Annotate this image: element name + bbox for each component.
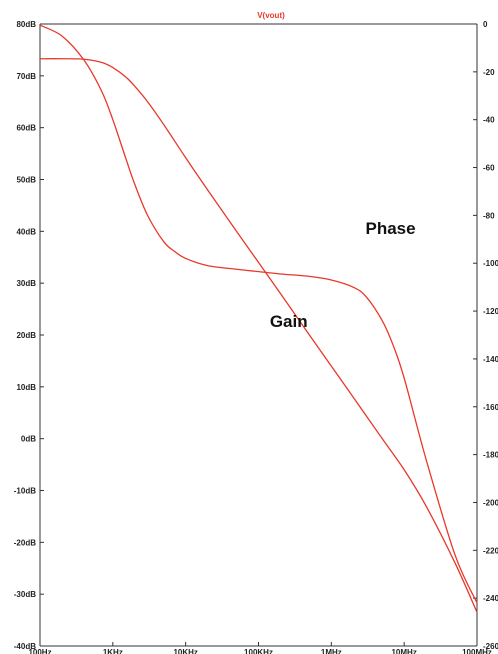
y-right-tick-label: -120: [483, 307, 498, 316]
y-right-tick-label: -20: [483, 68, 495, 77]
y-left-tick-label: 0dB: [21, 435, 36, 444]
y-right-tick-label: -180: [483, 451, 498, 460]
y-right-tick-label: -260: [483, 642, 498, 651]
y-left-tick-label: 10dB: [16, 383, 36, 392]
x-tick-label: 1MHz: [321, 648, 342, 654]
y-right-tick-label: -140: [483, 355, 498, 364]
y-right-tick-label: -160: [483, 403, 498, 412]
y-left-tick-label: 30dB: [16, 279, 36, 288]
y-left-tick-label: -30dB: [14, 590, 36, 599]
annotation-phase: Phase: [365, 219, 415, 238]
y-right-tick-label: -220: [483, 546, 498, 555]
y-left-tick-label: 50dB: [16, 176, 36, 185]
y-right-tick-label: -200: [483, 498, 498, 507]
annotation-gain: Gain: [270, 312, 308, 331]
y-left-tick-label: 40dB: [16, 227, 36, 236]
x-tick-label: 1KHz: [103, 648, 123, 654]
y-left-tick-label: -10dB: [14, 487, 36, 496]
y-right-tick-label: -40: [483, 116, 495, 125]
series-line-gain: [39, 58, 478, 613]
y-right-tick-label: -240: [483, 594, 498, 603]
y-left-tick-label: 80dB: [16, 20, 36, 29]
y-right-tick-label: -100: [483, 259, 498, 268]
x-tick-label: 100Hz: [28, 648, 51, 654]
series-line-phase: [39, 24, 478, 604]
x-tick-label: 100MHz: [462, 648, 492, 654]
chart-marks: 80dB 70dB 60dB 50dB 40dB 30dB 20dB 10dB 0dB -10dB…: [14, 20, 498, 654]
y-left-tick-label: -20dB: [14, 538, 36, 547]
y-left-tick-label: -40dB: [14, 642, 36, 651]
y-right-tick-label: 0: [483, 20, 488, 29]
x-tick-label: 10KHz: [173, 648, 197, 654]
y-left-tick-label: 70dB: [16, 72, 36, 81]
y-right-tick-label: -60: [483, 164, 495, 173]
y-left-tick-label: 60dB: [16, 124, 36, 133]
chart-title: V(vout): [257, 11, 285, 20]
x-tick-label: 100KHz: [244, 648, 273, 654]
x-tick-label: 10MHz: [391, 648, 416, 654]
y-left-tick-label: 20dB: [16, 331, 36, 340]
y-right-tick-label: -80: [483, 211, 495, 220]
